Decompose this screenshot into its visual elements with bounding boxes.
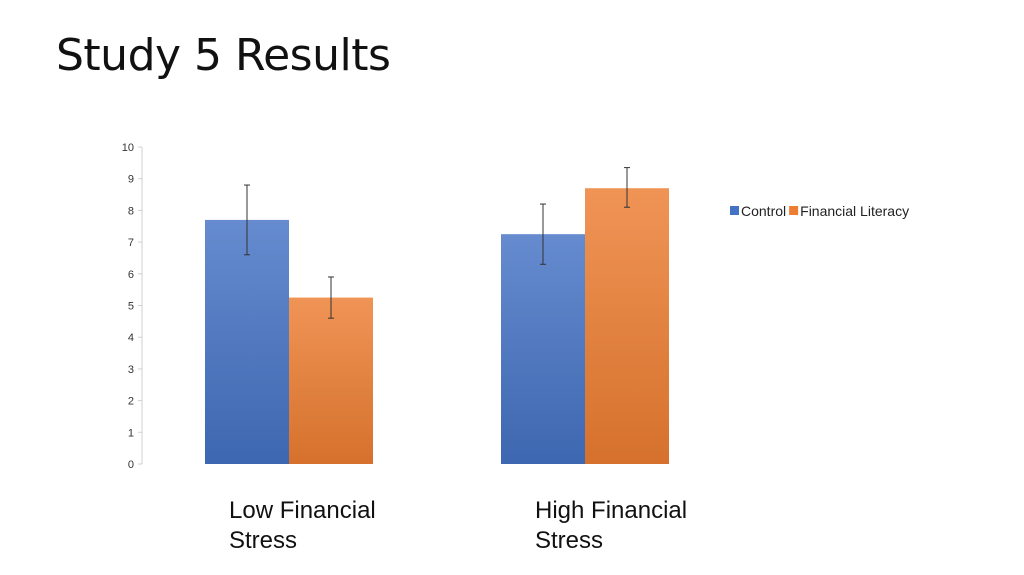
- legend-label-control: Control: [741, 203, 786, 219]
- y-tick-label: 2: [128, 396, 134, 408]
- legend-swatch-control: [730, 206, 739, 215]
- bars: [205, 188, 669, 464]
- legend-label-financial-literacy: Financial Literacy: [800, 203, 909, 219]
- error-bar: [244, 184, 250, 256]
- y-tick-label: 6: [128, 269, 134, 281]
- slide-title: Study 5 Results: [56, 30, 391, 81]
- category-label-line: High Financial: [535, 497, 688, 524]
- y-tick-label: 7: [128, 237, 134, 249]
- y-tick-label: 8: [128, 205, 134, 217]
- error-bar: [328, 276, 334, 319]
- legend-swatch-financial-literacy: [789, 206, 799, 215]
- error-bar: [624, 167, 630, 208]
- bar-financial-literacy: [289, 297, 373, 464]
- y-tick-label: 9: [128, 174, 134, 186]
- y-tick-label: 0: [128, 459, 134, 471]
- y-axis: 0 1 2 3 4 5 6 7 8 9 10: [122, 142, 143, 471]
- category-label-line: Stress: [229, 527, 298, 554]
- legend: Control Financial Literacy: [730, 203, 909, 219]
- bar-financial-literacy: [585, 188, 669, 464]
- category-label-low-financial-stress: Low Financial Stress: [229, 496, 429, 556]
- y-tick-label: 10: [122, 142, 134, 154]
- y-tick-label: 1: [128, 427, 134, 439]
- category-label-line: Low Financial: [229, 497, 376, 524]
- category-label-line: Stress: [535, 527, 604, 554]
- bar-control: [501, 234, 585, 464]
- y-tick-label: 3: [128, 364, 134, 376]
- bar-control: [205, 219, 289, 464]
- category-label-high-financial-stress: High Financial Stress: [535, 496, 735, 556]
- y-tick-label: 4: [128, 332, 134, 344]
- y-tick-label: 5: [128, 301, 134, 313]
- error-bar: [540, 203, 546, 265]
- error-bars: [244, 167, 630, 319]
